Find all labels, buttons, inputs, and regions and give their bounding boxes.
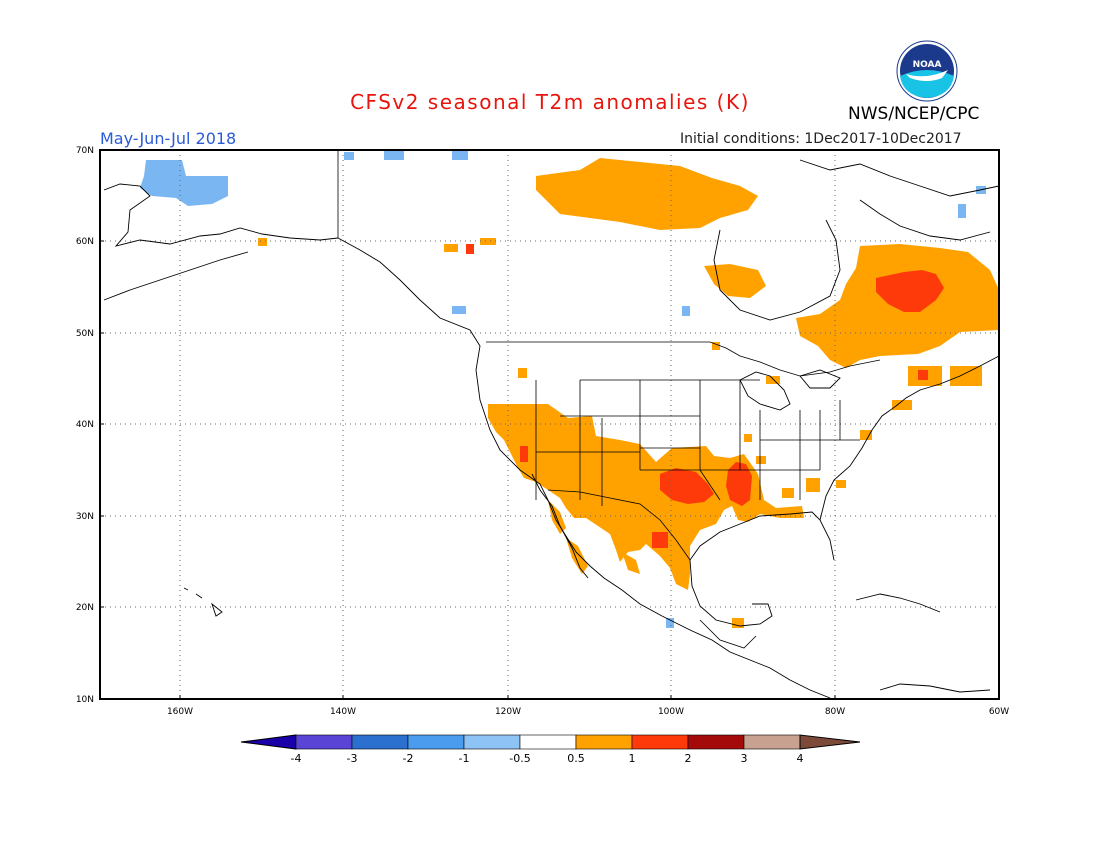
- lon-label: 100W: [658, 707, 684, 717]
- colorbar-swatch: [519, 734, 577, 750]
- strong-warm-anomaly-regions: [466, 244, 944, 548]
- colorbar-label: -2: [403, 752, 414, 765]
- colorbar-label: 0.5: [567, 752, 585, 765]
- lon-label: 60W: [989, 707, 1009, 717]
- colorbar-swatch: [463, 734, 521, 750]
- colorbar-swatch: [575, 734, 633, 750]
- season-label: May-Jun-Jul 2018: [100, 129, 237, 148]
- colorbar-swatch: [687, 734, 745, 750]
- colorbar-label: 2: [685, 752, 692, 765]
- colorbar-swatch: [407, 734, 465, 750]
- coastlines: [103, 159, 1000, 699]
- logo-text: NOAA: [913, 60, 942, 70]
- colorbar-label: -0.5: [509, 752, 530, 765]
- initial-conditions-label: Initial conditions: 1Dec2017-10Dec2017: [680, 131, 962, 147]
- lon-label: 160W: [167, 707, 193, 717]
- lat-label: 60N: [76, 237, 94, 247]
- lon-label: 140W: [330, 707, 356, 717]
- colorbar-label: 3: [741, 752, 748, 765]
- longitude-labels: 160W 140W 120W 100W 80W 60W: [167, 695, 1009, 717]
- lat-label: 50N: [76, 329, 94, 339]
- lat-label: 20N: [76, 603, 94, 613]
- colorbar-swatch: [295, 734, 353, 750]
- colorbar-swatch: [743, 734, 801, 750]
- colorbar-label: 1: [629, 752, 636, 765]
- colorbar-label: -3: [347, 752, 358, 765]
- noaa-logo: NOAA: [896, 40, 958, 102]
- colorbar-extend-low: [240, 734, 297, 750]
- agency-label: NWS/NCEP/CPC: [848, 104, 980, 124]
- colorbar-label: -4: [291, 752, 302, 765]
- colorbar-swatch: [351, 734, 409, 750]
- colorbar-label: 4: [797, 752, 804, 765]
- lat-label: 30N: [76, 512, 94, 522]
- lon-label: 80W: [825, 707, 845, 717]
- lat-label: 70N: [76, 146, 94, 156]
- colorbar-extend-high: [799, 734, 861, 750]
- colorbar-label: -1: [459, 752, 470, 765]
- latitude-labels: 70N 60N 50N 40N 30N 20N 10N: [76, 146, 104, 705]
- lon-label: 120W: [495, 707, 521, 717]
- chart-title: CFSv2 seasonal T2m anomalies (K): [350, 90, 750, 114]
- lat-label: 10N: [76, 695, 94, 705]
- political-borders: [337, 150, 881, 649]
- colorbar-swatch: [631, 734, 689, 750]
- lat-label: 40N: [76, 420, 94, 430]
